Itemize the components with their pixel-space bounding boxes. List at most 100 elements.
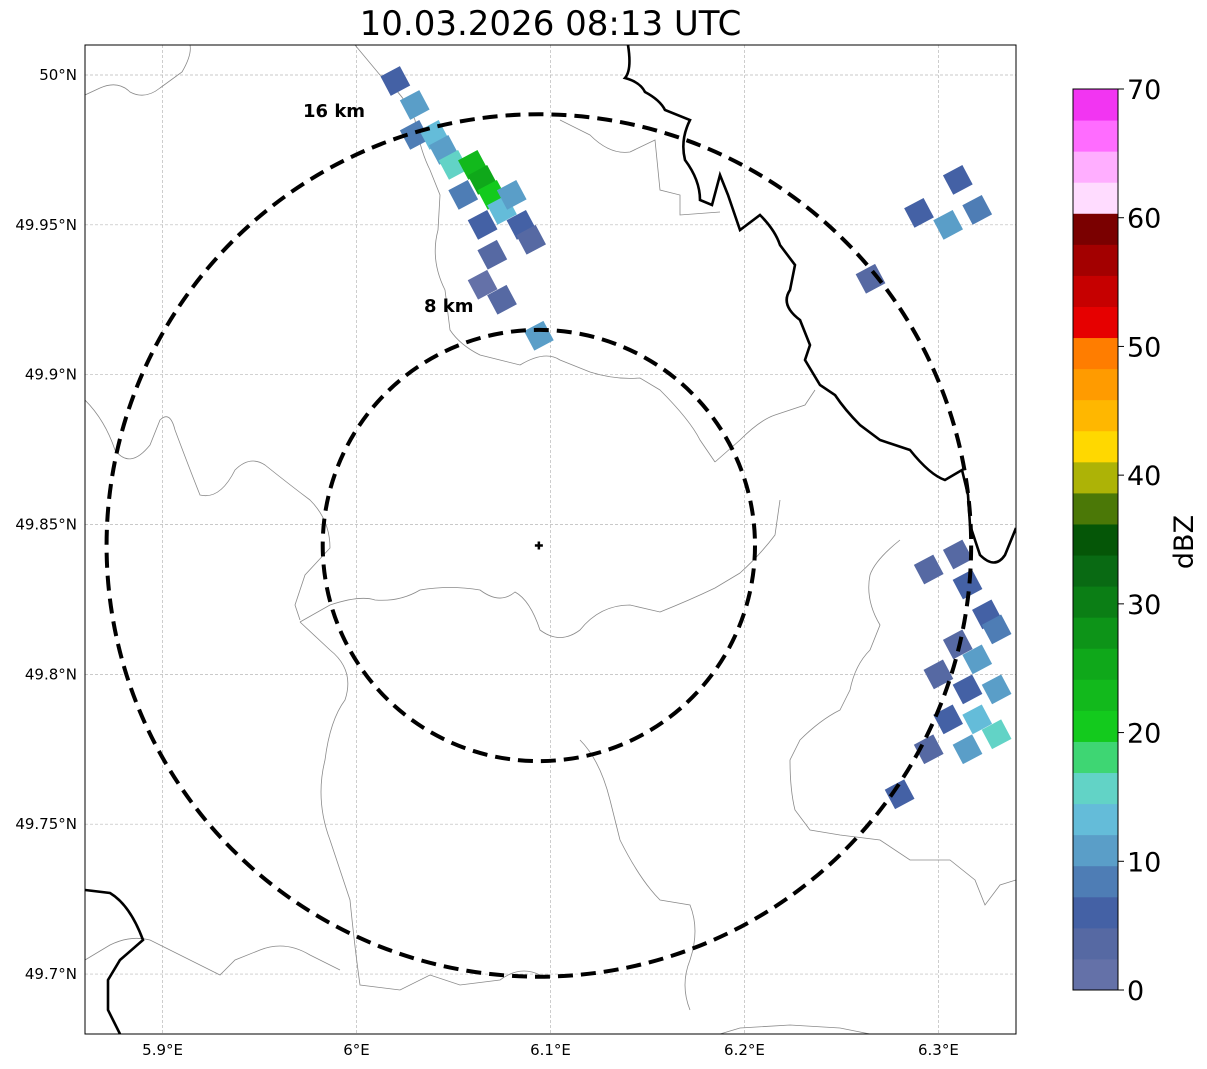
radar-echo-cell: [962, 194, 993, 225]
radar-echo-cell: [952, 734, 983, 765]
radar-echo-cell: [477, 239, 508, 270]
ring-label-8km: 8 km: [424, 296, 474, 317]
radar-echo-cell: [933, 704, 963, 735]
colorbar-segment: [1073, 617, 1118, 649]
admin-boundary-southwest: [85, 937, 341, 976]
radar-echo-cell: [962, 704, 993, 735]
ring-label-16km: 16 km: [303, 101, 365, 122]
radar-echo-cell: [496, 179, 527, 210]
colorbar-segment: [1073, 555, 1118, 587]
radar-center-marker: [534, 541, 543, 550]
range-ring-16km: [104, 112, 974, 979]
range-rings: [104, 112, 974, 979]
x-tick-label: 5.9°E: [142, 1041, 183, 1059]
admin-boundary-central: [299, 499, 781, 638]
colorbar-segment: [1073, 772, 1118, 805]
admin-boundary-east: [789, 539, 1016, 906]
radar-echo-cell: [942, 539, 973, 570]
radar-echo-cell: [981, 674, 1012, 705]
colorbar-label: dBZ: [1169, 515, 1200, 569]
colorbar-segment: [1073, 648, 1118, 680]
colorbar-segment: [1073, 368, 1118, 401]
admin-boundary-southeast: [719, 1024, 871, 1034]
colorbar-tick-label: 40: [1127, 461, 1161, 492]
radar-echo-cell: [952, 674, 983, 705]
national-border-southwest: [85, 888, 145, 1034]
colorbar-segment: [1073, 523, 1118, 556]
radar-echo-cell: [516, 224, 546, 255]
y-tick-label: 49.85°N: [15, 516, 77, 534]
admin-boundary-south-center: [299, 621, 541, 991]
colorbar-segment: [1073, 399, 1118, 432]
colorbar-ticks: 0 10 20 30 40 50 60 70: [1118, 75, 1161, 1007]
colorbar: [1073, 89, 1118, 991]
colorbar-segment: [1073, 586, 1118, 618]
radar-echo-cell: [942, 164, 973, 195]
admin-boundary-north-left: [85, 45, 191, 96]
admin-boundary-east-mid: [714, 389, 816, 463]
colorbar-segment: [1073, 337, 1118, 370]
national-borders: [85, 45, 1016, 1034]
colorbar-segment: [1073, 803, 1118, 836]
radar-echo-cell: [904, 197, 934, 228]
radar-echo-cell: [884, 779, 915, 810]
colorbar-segment: [1073, 244, 1118, 276]
y-tick-label: 49.75°N: [15, 815, 77, 833]
colorbar-segment: [1073, 896, 1118, 929]
map-title: 10.03.2026 08:13 UTC: [359, 4, 742, 44]
colorbar-segment: [1073, 834, 1118, 867]
radar-echo-cell: [448, 179, 479, 210]
y-tick-label: 49.9°N: [25, 366, 77, 384]
y-tick-label: 49.7°N: [25, 965, 77, 983]
radar-echo-cell: [487, 284, 517, 315]
colorbar-segment: [1073, 461, 1118, 494]
radar-echoes: [380, 66, 1012, 810]
colorbar-tick-label: 30: [1127, 590, 1161, 621]
x-axis-ticks: 5.9°E 6°E 6.1°E 6.2°E 6.3°E: [142, 1041, 959, 1059]
admin-boundary-south: [579, 739, 696, 1011]
radar-echo-cell: [913, 554, 944, 585]
radar-echo-cell: [399, 90, 430, 120]
colorbar-segment: [1073, 182, 1118, 214]
colorbar-segment: [1073, 492, 1118, 525]
colorbar-tick-label: 50: [1127, 332, 1161, 363]
gridlines: [85, 45, 1016, 1034]
colorbar-segment: [1073, 865, 1118, 898]
radar-echo-cell: [399, 120, 430, 150]
range-ring-8km: [320, 327, 758, 764]
radar-echo-cell: [467, 209, 498, 240]
y-tick-label: 49.95°N: [15, 216, 77, 234]
colorbar-segment: [1073, 151, 1118, 183]
colorbar-segment: [1073, 275, 1118, 307]
radar-echo-cell: [952, 569, 983, 600]
radar-echo-cell: [981, 719, 1012, 750]
x-tick-label: 6.2°E: [724, 1041, 765, 1059]
colorbar-segment: [1073, 89, 1118, 121]
admin-boundary-upper-right: [559, 119, 721, 216]
x-tick-label: 6.3°E: [918, 1041, 959, 1059]
colorbar-segment: [1073, 710, 1118, 742]
colorbar-tick-label: 70: [1127, 75, 1161, 106]
colorbar-tick-label: 0: [1127, 976, 1144, 1007]
radar-echo-cell: [933, 209, 963, 240]
colorbar-segment: [1073, 306, 1118, 339]
colorbar-frame: [1072, 88, 1119, 991]
y-tick-label: 50°N: [39, 66, 77, 84]
colorbar-tick-label: 10: [1127, 847, 1161, 878]
colorbar-segment: [1073, 213, 1118, 245]
radar-echo-cell: [923, 659, 954, 690]
y-axis-ticks: 50°N 49.95°N 49.9°N 49.85°N 49.8°N 49.75°N 49.…: [15, 66, 77, 983]
plot-frame: [84, 44, 1017, 1035]
colorbar-tick-label: 20: [1127, 719, 1161, 750]
colorbar-segment: [1073, 958, 1118, 991]
radar-echo-cell: [438, 150, 469, 180]
radar-echo-cell: [913, 734, 944, 765]
colorbar-segment: [1073, 927, 1118, 960]
x-tick-label: 6.1°E: [530, 1041, 571, 1059]
x-tick-label: 6°E: [343, 1041, 370, 1059]
colorbar-segment: [1073, 430, 1118, 463]
admin-boundary-west: [85, 399, 331, 621]
colorbar-segment: [1073, 741, 1118, 774]
radar-echo-cell: [962, 644, 993, 675]
